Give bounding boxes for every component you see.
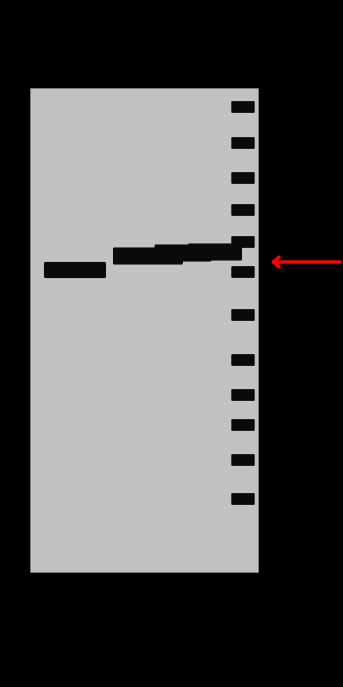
FancyBboxPatch shape xyxy=(231,493,255,505)
FancyBboxPatch shape xyxy=(231,172,255,184)
FancyBboxPatch shape xyxy=(231,266,255,278)
FancyBboxPatch shape xyxy=(231,454,255,466)
FancyBboxPatch shape xyxy=(231,101,255,113)
FancyBboxPatch shape xyxy=(231,236,255,248)
FancyBboxPatch shape xyxy=(113,247,183,264)
FancyBboxPatch shape xyxy=(231,204,255,216)
Bar xyxy=(30,88,258,572)
FancyBboxPatch shape xyxy=(231,354,255,366)
FancyBboxPatch shape xyxy=(154,245,212,262)
FancyBboxPatch shape xyxy=(231,419,255,431)
FancyBboxPatch shape xyxy=(231,389,255,401)
FancyBboxPatch shape xyxy=(231,137,255,149)
FancyBboxPatch shape xyxy=(188,243,242,260)
FancyBboxPatch shape xyxy=(231,309,255,321)
FancyBboxPatch shape xyxy=(44,262,106,278)
